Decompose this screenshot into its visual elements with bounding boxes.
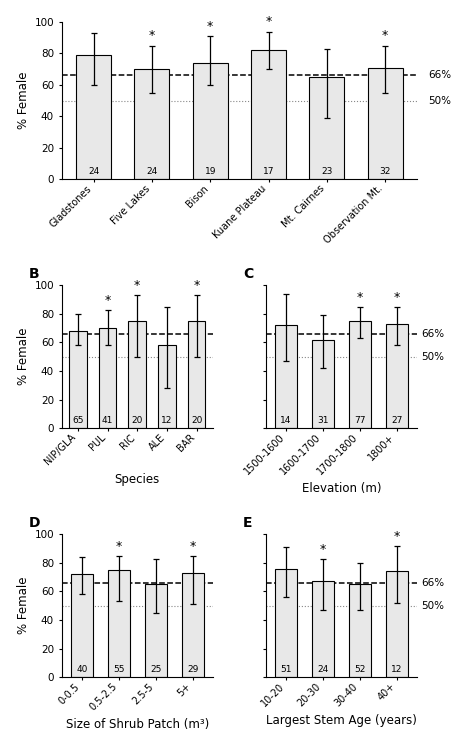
Text: 20: 20 (132, 417, 143, 425)
Text: 27: 27 (391, 417, 402, 425)
Text: 41: 41 (102, 417, 113, 425)
Bar (69, 331, 87, 428)
X-axis label: Largest Stem Age (years): Largest Stem Age (years) (266, 714, 417, 727)
Bar (251, 50, 286, 179)
Text: 29: 29 (187, 665, 198, 674)
Text: 12: 12 (161, 417, 173, 425)
Text: *: * (149, 29, 155, 43)
Bar (386, 571, 408, 677)
Text: 51: 51 (281, 665, 292, 674)
Bar (135, 69, 169, 179)
Text: *: * (382, 29, 388, 43)
Bar (99, 328, 117, 428)
Bar (193, 63, 228, 179)
Bar (349, 321, 371, 428)
Bar (349, 584, 371, 677)
Bar (145, 584, 167, 677)
Text: 12: 12 (391, 665, 402, 674)
Text: 66%: 66% (422, 329, 445, 339)
Text: 31: 31 (317, 417, 329, 425)
Bar (108, 570, 130, 677)
Text: C: C (243, 267, 254, 281)
Text: 50%: 50% (422, 601, 445, 611)
Text: *: * (394, 530, 400, 543)
Text: B: B (28, 267, 39, 281)
Text: *: * (207, 20, 213, 33)
Bar (367, 68, 402, 179)
Bar (275, 569, 297, 677)
Text: 24: 24 (88, 167, 99, 176)
Text: *: * (134, 280, 140, 292)
Text: 40: 40 (76, 665, 88, 674)
X-axis label: Species: Species (115, 473, 160, 486)
Y-axis label: % Female: % Female (17, 328, 30, 386)
Bar (312, 339, 334, 428)
Bar (182, 573, 204, 677)
Text: 17: 17 (263, 167, 274, 176)
Text: 23: 23 (321, 167, 332, 176)
Text: *: * (320, 542, 326, 556)
Text: *: * (394, 291, 400, 304)
Text: 20: 20 (191, 417, 202, 425)
Text: 25: 25 (150, 665, 161, 674)
Bar (386, 324, 408, 428)
Bar (275, 325, 297, 428)
Text: 66%: 66% (428, 71, 451, 80)
Text: *: * (357, 291, 363, 304)
Text: 65: 65 (72, 417, 84, 425)
Text: 52: 52 (354, 665, 365, 674)
X-axis label: Size of Shrub Patch (m³): Size of Shrub Patch (m³) (65, 718, 209, 732)
Y-axis label: % Female: % Female (17, 577, 30, 634)
Text: 14: 14 (281, 417, 292, 425)
Y-axis label: % Female: % Female (17, 72, 30, 130)
Text: 66%: 66% (422, 578, 445, 588)
X-axis label: Elevation (m): Elevation (m) (302, 482, 381, 495)
Text: 50%: 50% (428, 96, 451, 105)
Text: 24: 24 (146, 167, 157, 176)
Text: *: * (193, 280, 200, 292)
Text: 77: 77 (354, 417, 365, 425)
Text: 32: 32 (379, 167, 391, 176)
Text: D: D (28, 516, 40, 530)
Bar (158, 345, 176, 428)
Bar (71, 574, 93, 677)
Bar (188, 321, 206, 428)
Text: 24: 24 (318, 665, 328, 674)
Bar (310, 77, 344, 179)
Text: E: E (243, 516, 253, 530)
Text: *: * (104, 294, 111, 307)
Bar (128, 321, 146, 428)
Text: 19: 19 (204, 167, 216, 176)
Bar (312, 581, 334, 677)
Text: 55: 55 (113, 665, 125, 674)
Text: *: * (116, 540, 122, 553)
Bar (76, 55, 111, 179)
Text: *: * (265, 15, 272, 29)
Text: 50%: 50% (422, 352, 445, 361)
Text: *: * (190, 540, 196, 553)
